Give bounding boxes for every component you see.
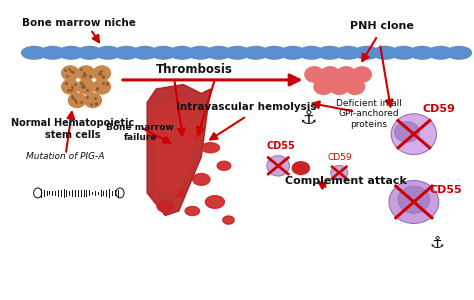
Ellipse shape: [96, 46, 120, 59]
Ellipse shape: [62, 66, 79, 80]
Ellipse shape: [22, 46, 46, 59]
Ellipse shape: [68, 93, 86, 107]
Ellipse shape: [262, 46, 287, 59]
Polygon shape: [147, 84, 210, 216]
Ellipse shape: [151, 46, 176, 59]
Text: Bone marrow
failure: Bone marrow failure: [107, 123, 174, 142]
Text: ⚓: ⚓: [299, 109, 316, 128]
Ellipse shape: [116, 188, 124, 198]
Ellipse shape: [169, 46, 194, 59]
Ellipse shape: [77, 66, 95, 80]
Ellipse shape: [34, 188, 42, 198]
Ellipse shape: [188, 46, 213, 59]
Ellipse shape: [337, 67, 356, 82]
Ellipse shape: [223, 216, 234, 224]
Ellipse shape: [84, 93, 101, 107]
Ellipse shape: [398, 186, 429, 213]
Text: ⚓: ⚓: [429, 234, 444, 252]
Text: Deficient in all
GPI-anchored
proteins: Deficient in all GPI-anchored proteins: [336, 99, 401, 129]
Ellipse shape: [314, 79, 333, 94]
Ellipse shape: [395, 122, 419, 142]
Ellipse shape: [243, 46, 268, 59]
Text: PNH clone: PNH clone: [350, 21, 414, 31]
Ellipse shape: [447, 46, 472, 59]
Text: Thrombosis: Thrombosis: [156, 63, 233, 76]
Text: Mutation of PIG-A: Mutation of PIG-A: [27, 152, 105, 161]
Text: CD59: CD59: [422, 103, 455, 114]
Ellipse shape: [280, 46, 305, 59]
Ellipse shape: [267, 156, 290, 176]
Ellipse shape: [185, 206, 200, 216]
Ellipse shape: [77, 80, 95, 94]
Ellipse shape: [292, 162, 310, 174]
Ellipse shape: [77, 46, 102, 59]
Ellipse shape: [184, 128, 200, 140]
Ellipse shape: [391, 46, 416, 59]
Ellipse shape: [336, 46, 361, 59]
Ellipse shape: [201, 143, 219, 153]
Ellipse shape: [59, 46, 83, 59]
Ellipse shape: [173, 189, 185, 197]
Ellipse shape: [410, 46, 435, 59]
Ellipse shape: [330, 79, 349, 94]
Ellipse shape: [193, 173, 210, 185]
Ellipse shape: [225, 46, 250, 59]
Ellipse shape: [133, 46, 157, 59]
Ellipse shape: [217, 161, 231, 170]
Text: CD59: CD59: [328, 153, 353, 162]
Ellipse shape: [389, 181, 439, 224]
Ellipse shape: [373, 46, 398, 59]
Text: Bone marrow niche: Bone marrow niche: [22, 18, 136, 28]
Ellipse shape: [62, 80, 79, 94]
Ellipse shape: [354, 46, 379, 59]
Ellipse shape: [206, 46, 231, 59]
Ellipse shape: [321, 67, 340, 82]
Ellipse shape: [299, 46, 324, 59]
Ellipse shape: [391, 114, 437, 154]
Ellipse shape: [40, 46, 65, 59]
Ellipse shape: [317, 46, 342, 59]
Text: Normal Hematopoietic
stem cells: Normal Hematopoietic stem cells: [11, 118, 134, 140]
Text: Intravascular hemolysis: Intravascular hemolysis: [176, 102, 317, 112]
Ellipse shape: [352, 67, 371, 82]
Ellipse shape: [346, 79, 365, 94]
Text: Complement attack: Complement attack: [285, 176, 407, 186]
Text: CD55: CD55: [429, 185, 462, 195]
Ellipse shape: [331, 165, 348, 180]
Polygon shape: [154, 98, 199, 197]
Ellipse shape: [114, 46, 139, 59]
Text: CD55: CD55: [266, 141, 295, 151]
Ellipse shape: [93, 80, 110, 94]
Ellipse shape: [157, 201, 173, 212]
Ellipse shape: [205, 196, 224, 208]
Ellipse shape: [305, 67, 324, 82]
Ellipse shape: [93, 66, 110, 80]
Ellipse shape: [428, 46, 453, 59]
